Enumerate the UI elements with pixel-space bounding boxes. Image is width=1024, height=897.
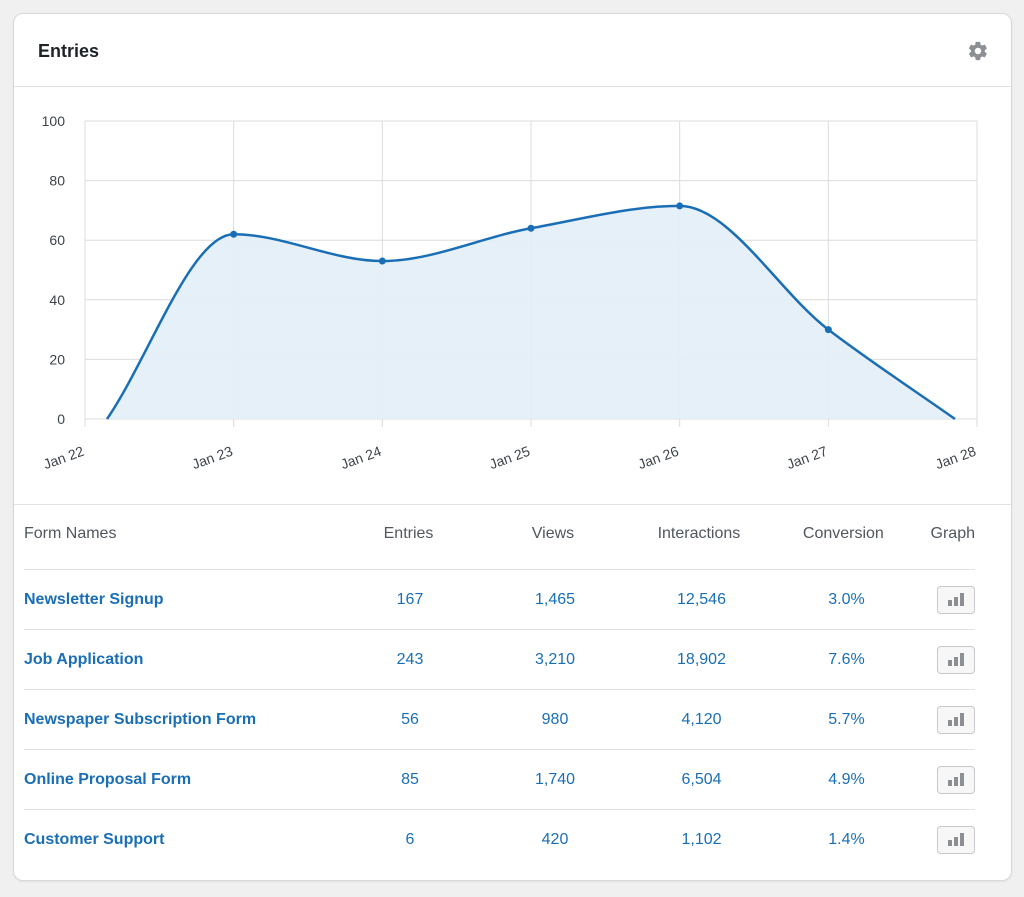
entries-value: 243: [396, 650, 424, 668]
conversion-value: 3.0%: [828, 590, 865, 608]
form-name-link[interactable]: Newsletter Signup: [24, 590, 164, 608]
data-point: [676, 202, 684, 210]
bar-chart-icon: [948, 840, 952, 846]
x-tick-label: Jan 23: [190, 443, 235, 472]
views-value: 1,465: [534, 590, 576, 608]
graph-button[interactable]: [937, 826, 975, 854]
graph-button[interactable]: [937, 765, 975, 794]
views-value: 3,210: [534, 650, 576, 668]
header-form-names: Form Names: [24, 524, 117, 542]
conversion-value: 7.6%: [828, 650, 865, 668]
y-tick-label: 40: [49, 292, 65, 308]
y-tick-label: 100: [42, 113, 66, 129]
interactions-value: 1,102: [681, 831, 722, 848]
form-name-link[interactable]: Online Proposal Form: [24, 770, 192, 788]
entries-area-fill: [107, 205, 955, 419]
conversion-value: 5.7%: [828, 710, 865, 728]
views-value: 1,740: [534, 770, 576, 788]
x-tick-label: Jan 25: [487, 443, 532, 472]
x-tick-label: Jan 27: [784, 443, 829, 472]
graph-button[interactable]: [937, 705, 975, 734]
form-name-link[interactable]: Newspaper Subscription Form: [24, 710, 257, 728]
y-tick-label: 20: [49, 351, 65, 367]
x-tick-label: Jan 24: [338, 443, 383, 472]
y-tick-label: 0: [57, 411, 65, 427]
bar-chart-icon: [948, 599, 952, 606]
form-name-link[interactable]: Customer Support: [24, 831, 165, 848]
table-row: Newspaper Subscription Form 56 980 4,120…: [24, 690, 975, 750]
card-header: Entries: [14, 14, 1011, 87]
forms-table: Form Names Entries Views Interactions Co…: [24, 492, 975, 870]
data-point: [230, 230, 238, 238]
entries-value: 6: [405, 831, 415, 848]
data-point: [527, 224, 535, 232]
bar-chart-icon: [948, 779, 952, 786]
graph-button[interactable]: [937, 645, 975, 674]
entries-value: 56: [401, 710, 419, 728]
data-point: [378, 257, 386, 265]
interactions-value: 18,902: [677, 650, 726, 668]
header-graph: Graph: [930, 524, 975, 542]
header-views: Views: [531, 524, 575, 542]
card-title: Entries: [38, 41, 100, 61]
header-interactions: Interactions: [657, 524, 741, 542]
interactions-value: 4,120: [681, 710, 722, 728]
x-tick-label: Jan 28: [933, 443, 978, 472]
y-tick-label: 80: [49, 173, 65, 189]
y-tick-label: 60: [49, 232, 65, 248]
bar-chart-icon: [948, 719, 952, 726]
header-entries: Entries: [383, 524, 434, 542]
conversion-value: 1.4%: [828, 831, 865, 848]
gear-icon[interactable]: [967, 40, 989, 62]
x-tick-label: Jan 22: [41, 443, 86, 472]
table-row: Customer Support 6 420 1,102 1.4%: [24, 810, 975, 870]
entries-area-chart: 0 20 40 60 80 100 Jan 22 Jan 23 Jan 24 Jan 25 Jan …: [41, 113, 978, 472]
views-value: 980: [541, 710, 569, 728]
bar-chart-icon: [948, 659, 952, 666]
x-tick-label: Jan 26: [636, 443, 681, 472]
table-row: Job Application 243 3,210 18,902 7.6%: [24, 630, 975, 690]
entries-chart: 0 20 40 60 80 100 Jan 22 Jan 23 Jan 24 Jan 25 Jan …: [14, 87, 1011, 505]
table-row: Newsletter Signup 167 1,465 12,546 3.0%: [24, 570, 975, 630]
conversion-value: 4.9%: [828, 770, 865, 788]
form-name-link[interactable]: Job Application: [24, 650, 144, 668]
interactions-value: 12,546: [677, 590, 726, 608]
table-header: Form Names Entries Views Interactions Co…: [24, 492, 975, 570]
entries-value: 85: [401, 770, 419, 788]
views-value: 420: [541, 831, 569, 848]
header-conversion: Conversion: [802, 524, 884, 542]
table-row: Online Proposal Form 85 1,740 6,504 4.9%: [24, 750, 975, 810]
interactions-value: 6,504: [681, 770, 722, 788]
entries-value: 167: [396, 590, 424, 608]
entries-card: Entries 0 20 40 60 80 100 Jan 22 Jan 23 Jan 24 Ja…: [13, 13, 1012, 881]
graph-button[interactable]: [937, 585, 975, 614]
data-point: [824, 326, 832, 334]
